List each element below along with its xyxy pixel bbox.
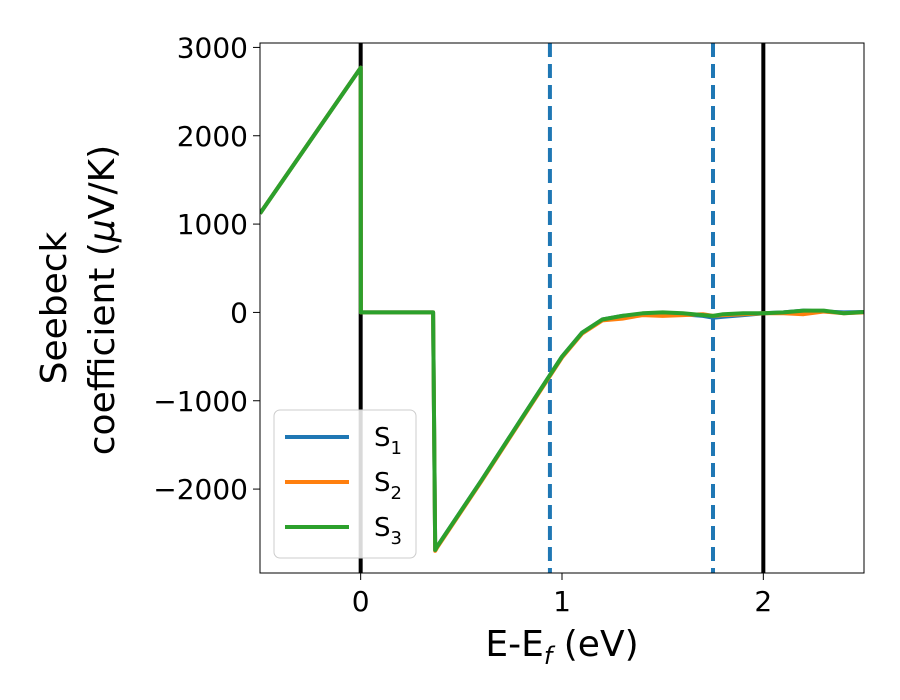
x-tick-label: 0 [352, 585, 370, 618]
legend: S1 S2 S3 [273, 409, 417, 559]
legend-label-3: S3 [374, 513, 402, 549]
y-tick-label: 0 [230, 296, 248, 329]
x-axis-title: E-Ef (eV) [485, 624, 638, 670]
y-axis-title-line2: coefficient (μV/K) [82, 145, 123, 455]
legend-label-1: S1 [374, 423, 402, 459]
y-tick-label: −2000 [153, 473, 248, 506]
y-tick-label: 1000 [177, 208, 248, 241]
series-line-3 [260, 65, 864, 552]
reference-lines [358, 43, 766, 573]
legend-label-2: S2 [374, 468, 402, 504]
x-tick-label: 2 [754, 585, 772, 618]
series-lines [260, 65, 864, 553]
y-axis-title-line1: Seebeck [34, 231, 75, 384]
y-tick-label: 3000 [177, 31, 248, 64]
y-tick-label: −1000 [153, 385, 248, 418]
axis-ticks: 0 1 2 3000 2000 1000 0 −1000 −2000 [153, 31, 772, 618]
y-tick-label: 2000 [177, 120, 248, 153]
x-tick-label: 1 [553, 585, 571, 618]
